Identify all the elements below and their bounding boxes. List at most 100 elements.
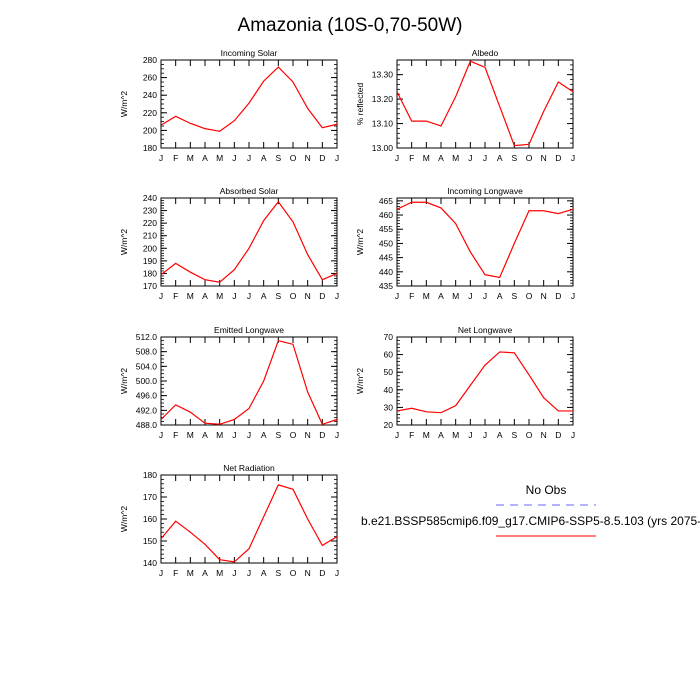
x-tick-label: S [511, 291, 517, 301]
x-tick-label: A [261, 153, 267, 163]
y-tick-label: 180 [143, 470, 157, 480]
x-tick-label: J [335, 430, 339, 440]
data-point [336, 419, 337, 420]
y-axis-label: W/m^2 [355, 368, 365, 394]
data-point [528, 374, 529, 375]
plot-frame [160, 336, 338, 426]
y-tick-label: 210 [143, 231, 157, 241]
x-tick-label: A [202, 568, 208, 578]
y-tick-label: 455 [379, 224, 393, 234]
x-tick-label: A [438, 291, 444, 301]
x-tick-label: J [232, 430, 236, 440]
data-point [322, 545, 323, 546]
data-point [411, 408, 412, 409]
series-line [396, 201, 574, 279]
panel-title: Incoming Longwave [447, 186, 523, 196]
data-point [248, 548, 249, 549]
x-tick-label: J [335, 291, 339, 301]
y-tick-label: 240 [143, 90, 157, 100]
x-tick-label: F [173, 153, 178, 163]
data-point [219, 282, 220, 283]
data-point [499, 106, 500, 107]
y-axis-label: W/m^2 [119, 506, 129, 532]
x-tick-label: J [468, 291, 472, 301]
x-tick-label: A [202, 153, 208, 163]
x-tick-label: J [395, 153, 399, 163]
data-point [440, 125, 441, 126]
y-tick-label: 70 [384, 332, 394, 342]
data-point [278, 484, 279, 485]
x-tick-label: D [319, 430, 325, 440]
data-point [411, 202, 412, 203]
data-point [514, 145, 515, 146]
data-point [219, 424, 220, 425]
data-point [499, 351, 500, 352]
x-tick-label: J [571, 291, 575, 301]
data-point [234, 419, 235, 420]
y-tick-label: 13.30 [372, 70, 394, 80]
y-tick-label: 465 [379, 196, 393, 206]
series-line [160, 200, 338, 283]
data-point [440, 207, 441, 208]
y-tick-label: 445 [379, 253, 393, 263]
y-tick-label: 30 [384, 402, 394, 412]
y-tick-label: 50 [384, 367, 394, 377]
x-tick-label: J [483, 291, 487, 301]
data-point [278, 201, 279, 202]
x-tick-label: N [305, 430, 311, 440]
data-point [219, 131, 220, 132]
y-tick-label: 440 [379, 267, 393, 277]
data-point [470, 251, 471, 252]
data-point [307, 518, 308, 519]
panel-title: Net Longwave [458, 325, 513, 335]
y-tick-label: 180 [143, 268, 157, 278]
y-tick-label: 150 [143, 536, 157, 546]
x-tick-label: M [216, 430, 223, 440]
data-point [543, 210, 544, 211]
x-tick-label: J [232, 291, 236, 301]
x-tick-label: M [187, 291, 194, 301]
data-point [543, 111, 544, 112]
series-line [160, 66, 338, 132]
y-tick-label: 40 [384, 385, 394, 395]
x-tick-label: J [232, 568, 236, 578]
data-point [219, 559, 220, 560]
x-tick-label: A [261, 430, 267, 440]
data-point [455, 96, 456, 97]
y-tick-label: 20 [384, 420, 394, 430]
x-tick-label: S [275, 430, 281, 440]
data-point [292, 221, 293, 222]
data-point [248, 103, 249, 104]
data-point [307, 254, 308, 255]
y-axis-label: W/m^2 [119, 91, 129, 117]
x-tick-label: M [423, 291, 430, 301]
panel-title: Absorbed Solar [220, 186, 279, 196]
data-point [190, 272, 191, 273]
legend: No Obs b.e21.BSSP585cmip6.f09_g17.CMIP6-… [361, 483, 700, 537]
data-point [440, 412, 441, 413]
x-tick-label: O [526, 153, 533, 163]
data-point [278, 66, 279, 67]
x-tick-label: J [159, 430, 163, 440]
figure-title: Amazonia (10S-0,70-50W) [238, 15, 463, 36]
x-tick-label: N [541, 291, 547, 301]
y-tick-label: 508.0 [136, 347, 158, 357]
data-point [160, 125, 161, 126]
x-tick-label: F [173, 430, 178, 440]
x-tick-label: J [468, 153, 472, 163]
x-tick-label: M [216, 291, 223, 301]
y-tick-label: 13.00 [372, 143, 394, 153]
y-tick-label: 220 [143, 108, 157, 118]
x-tick-label: N [305, 291, 311, 301]
x-tick-label: A [261, 291, 267, 301]
x-tick-label: J [483, 153, 487, 163]
x-tick-label: F [173, 568, 178, 578]
y-tick-label: 200 [143, 125, 157, 135]
x-tick-label: D [319, 291, 325, 301]
data-point [572, 91, 573, 92]
data-point [484, 274, 485, 275]
